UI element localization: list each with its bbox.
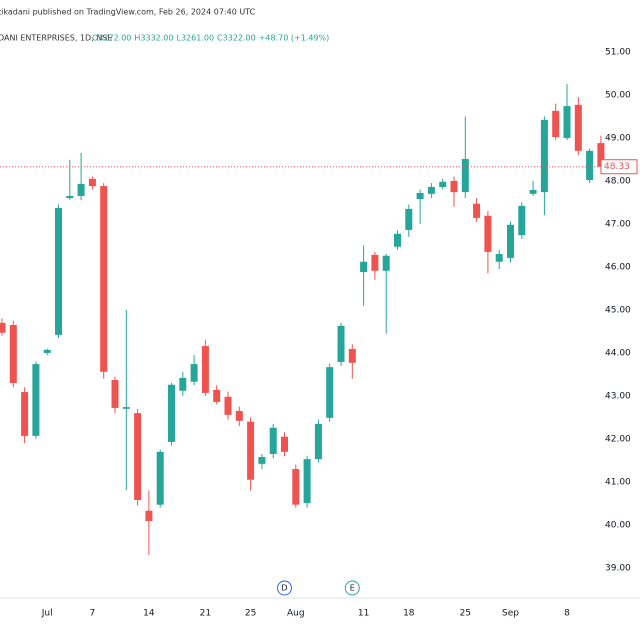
x-tick-label: Jul <box>41 609 53 619</box>
y-tick-label: 39.00 <box>605 563 631 573</box>
ohlc-value: L3261.00 <box>177 34 215 43</box>
candle-body <box>269 427 277 454</box>
candle-body <box>461 158 469 193</box>
y-tick-label: 46.00 <box>605 262 631 272</box>
candle-body <box>179 377 187 391</box>
candle-body <box>77 183 85 196</box>
y-tick-label: 49.00 <box>605 133 631 143</box>
last-price-box <box>600 159 638 175</box>
candle-body <box>235 410 243 421</box>
candle-body <box>43 349 51 353</box>
candle-body <box>303 459 311 503</box>
candle-body <box>9 324 17 384</box>
x-tick-label: 8 <box>564 609 570 619</box>
y-tick-label: 47.00 <box>605 219 631 229</box>
candle-body <box>484 215 492 252</box>
candle-body <box>201 346 209 393</box>
x-tick-label: 21 <box>200 609 211 619</box>
candle-body <box>563 106 571 138</box>
candle-body <box>348 349 356 363</box>
y-tick-label: 41.00 <box>605 477 631 487</box>
candle-body <box>32 364 40 436</box>
candle-body <box>292 469 300 505</box>
x-tick-label: 14 <box>143 609 155 619</box>
candle-body <box>427 186 435 194</box>
candle-body <box>281 436 288 452</box>
ohlc-value: C3322.00 <box>217 34 256 43</box>
candle-body <box>540 119 548 193</box>
candle-body <box>416 192 424 199</box>
candle-body <box>213 389 221 402</box>
candle-body <box>168 384 175 442</box>
candle-body <box>0 322 6 333</box>
candle-body <box>371 254 379 271</box>
x-tick-label: 7 <box>90 609 96 619</box>
ohlc-value: O3272.00 <box>92 34 131 43</box>
candle-body <box>156 451 164 505</box>
x-tick-label: 25 <box>460 609 471 619</box>
candle-body <box>145 510 153 522</box>
y-tick-label: 43.00 <box>605 391 631 401</box>
candle-body <box>247 421 255 480</box>
y-tick-label: 40.00 <box>605 520 631 530</box>
candle-body <box>314 423 322 460</box>
candle-body <box>258 456 266 464</box>
event-marker <box>344 580 360 596</box>
y-tick-label: 50.00 <box>605 90 631 100</box>
x-tick-label: 18 <box>403 609 415 619</box>
candle-body <box>495 254 503 262</box>
candle-body <box>507 224 514 258</box>
candle-body <box>450 180 458 193</box>
event-marker <box>277 580 292 596</box>
ohlc-value: +48.70 (+1.49%) <box>259 34 330 43</box>
candle-body <box>134 413 142 500</box>
y-tick-label: 42.00 <box>605 434 631 444</box>
x-tick-label: Aug <box>287 609 305 619</box>
candle-body <box>66 195 74 199</box>
candle-body <box>190 364 198 382</box>
event-label: D <box>281 584 287 593</box>
candle-body <box>88 178 96 187</box>
candle-body <box>21 392 29 436</box>
y-tick-label: 44.00 <box>605 348 631 358</box>
candle-body <box>224 396 232 415</box>
candle-body <box>518 205 526 236</box>
ohlc-value: H3332.00 <box>134 34 173 43</box>
symbol: DANI ENTERPRISES, 1D, NSE <box>0 34 112 43</box>
y-tick-label: 45.00 <box>605 305 631 315</box>
candle-body <box>326 367 334 418</box>
candle-body <box>122 407 130 409</box>
candle-body <box>597 143 605 167</box>
last-price-label: 48.33 <box>604 162 630 172</box>
candle-body <box>55 208 62 335</box>
event-label: E <box>350 584 355 593</box>
candle-body <box>574 104 582 151</box>
candle-body <box>529 189 537 194</box>
candle-body <box>394 233 401 247</box>
candle-body <box>473 203 481 218</box>
y-tick-label: 48.00 <box>605 176 631 186</box>
candle-body <box>360 261 368 273</box>
candle-body <box>111 380 119 408</box>
y-tick-label: 51.00 <box>605 47 631 57</box>
candle-body <box>586 150 594 181</box>
x-tick-label: 25 <box>245 609 256 619</box>
candle-body <box>439 181 447 187</box>
candle-body <box>405 208 413 230</box>
candle-body <box>552 110 560 138</box>
candle-body <box>337 325 345 362</box>
x-tick-label: Sep <box>502 609 519 619</box>
candle-body <box>100 186 108 372</box>
candle-body <box>382 255 390 271</box>
published-note: tikadani published on TradingView.com, F… <box>0 8 256 17</box>
x-tick-label: 11 <box>358 609 369 619</box>
